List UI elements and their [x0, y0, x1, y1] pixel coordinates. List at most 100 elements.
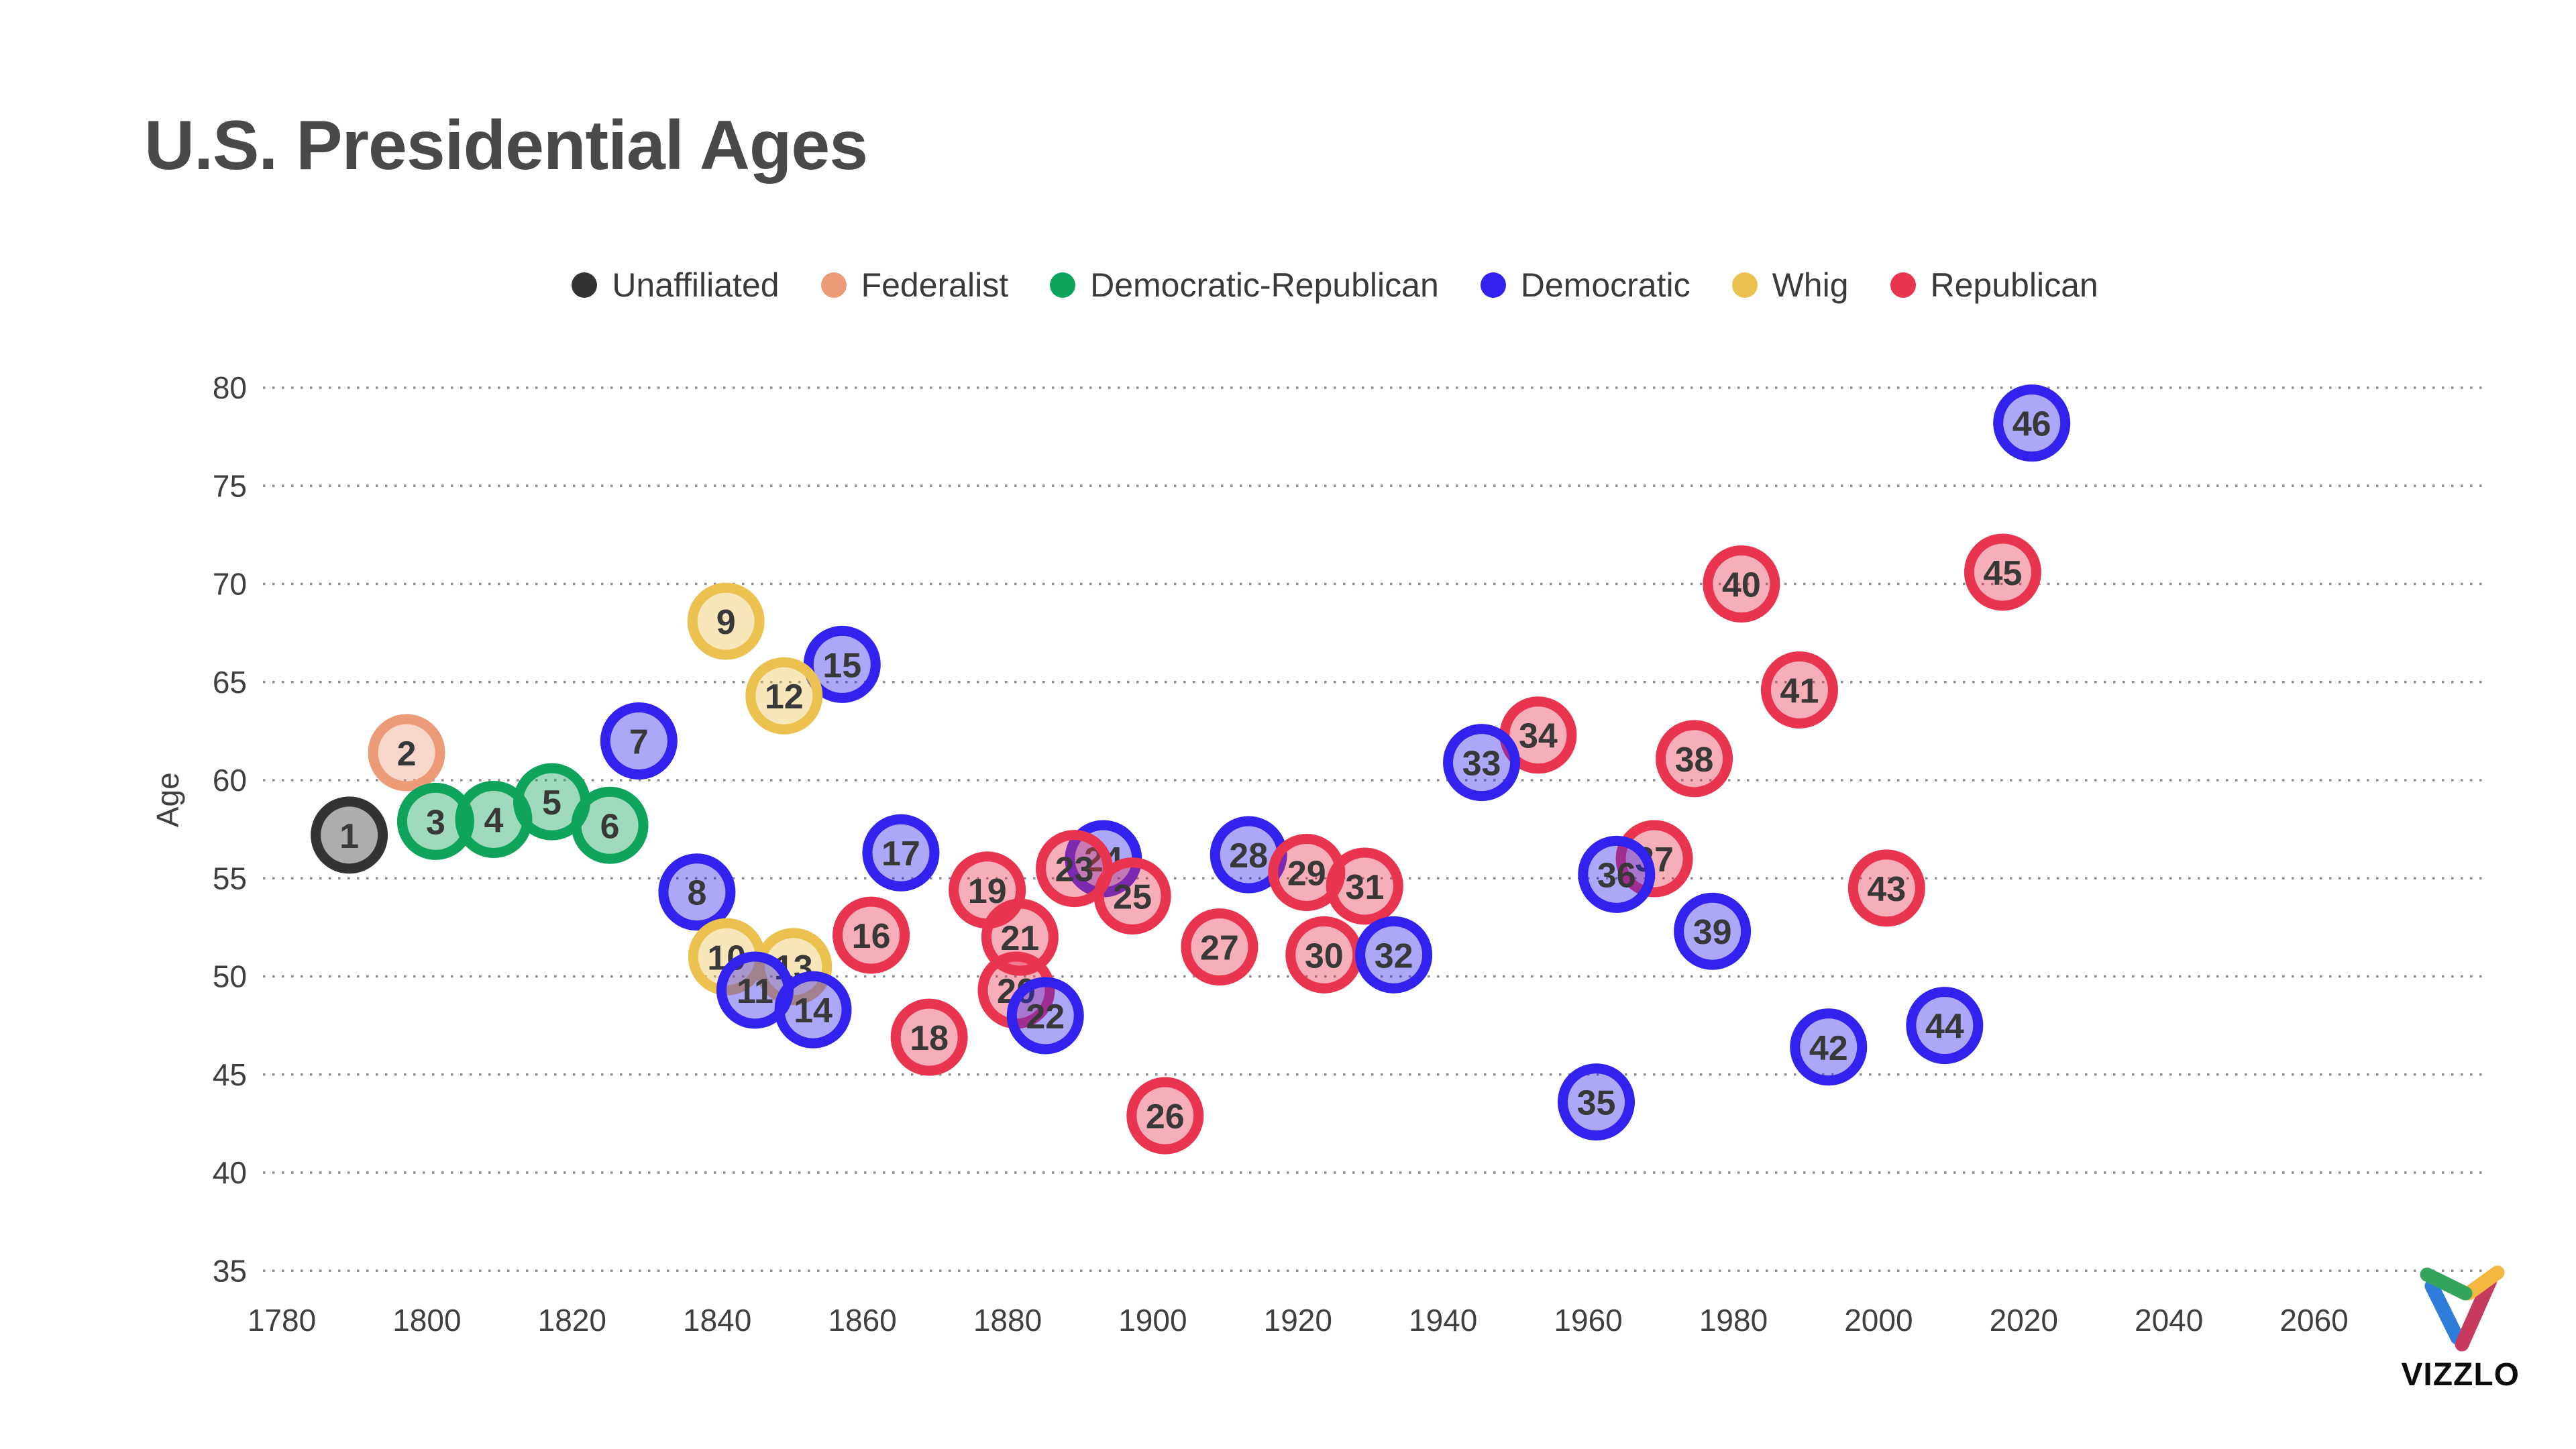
bubble-circle-democratic[interactable] [600, 702, 678, 780]
x-tick-label-1900: 1900 [1118, 1303, 1187, 1338]
president-bubble-45[interactable]: 45 [1964, 533, 2041, 611]
bubble-circle-democratic[interactable] [658, 853, 736, 931]
y-tick-label-65: 65 [213, 665, 247, 700]
bubble-circle-democratic[interactable] [1006, 977, 1084, 1055]
bubble-circle-republican[interactable] [1285, 916, 1363, 994]
vizzlo-wordmark: VIZZLO [2401, 1357, 2520, 1393]
x-tick-label-1820: 1820 [538, 1303, 606, 1338]
president-bubble-38[interactable]: 38 [1656, 720, 1733, 798]
bubble-circle-democratic[interactable] [1355, 916, 1433, 994]
bubble-circle-whig[interactable] [687, 582, 765, 660]
president-bubble-33[interactable]: 33 [1443, 724, 1521, 802]
president-bubble-31[interactable]: 31 [1326, 847, 1403, 925]
bubble-circle-democratic[interactable] [774, 971, 852, 1049]
president-bubble-22[interactable]: 22 [1006, 977, 1084, 1055]
bubble-circle-republican[interactable] [1093, 857, 1171, 935]
president-bubble-36[interactable]: 36 [1578, 835, 1656, 913]
president-bubble-7[interactable]: 7 [600, 702, 678, 780]
bubble-circle-republican[interactable] [1615, 820, 1693, 898]
president-bubble-12[interactable]: 12 [745, 657, 823, 735]
bubble-circle-democratic[interactable] [1790, 1008, 1868, 1086]
bubble-circle-democratic[interactable] [1578, 835, 1656, 913]
bubble-circle-republican[interactable] [1181, 908, 1258, 986]
president-bubble-16[interactable]: 16 [833, 896, 910, 974]
legend-label: Federalist [861, 266, 1009, 304]
bubble-circle-democratic[interactable] [862, 814, 940, 892]
legend-item-unaffiliated[interactable]: Unaffiliated [572, 266, 780, 305]
bubble-circle-republican[interactable] [1656, 720, 1733, 798]
bubble-circle-republican[interactable] [1847, 849, 1925, 927]
x-tick-label-1960: 1960 [1554, 1303, 1622, 1338]
president-bubble-3[interactable]: 3 [396, 782, 474, 860]
president-bubble-32[interactable]: 32 [1355, 916, 1433, 994]
bubble-circle-republican[interactable] [1326, 847, 1403, 925]
president-bubble-2[interactable]: 2 [368, 714, 445, 792]
x-tick-label-1800: 1800 [392, 1303, 461, 1338]
legend-item-federalist[interactable]: Federalist [820, 266, 1009, 305]
president-bubble-35[interactable]: 35 [1558, 1063, 1635, 1141]
bubble-circle-republican[interactable] [1268, 833, 1346, 911]
legend-label: Republican [1930, 266, 2098, 304]
president-bubble-25[interactable]: 25 [1093, 857, 1171, 935]
president-bubble-41[interactable]: 41 [1760, 651, 1838, 729]
bubble-circle-democratic[interactable] [1674, 892, 1752, 970]
bubble-circle-unaffiliated[interactable] [311, 796, 388, 874]
x-tick-label-2060: 2060 [2279, 1303, 2348, 1338]
president-bubble-30[interactable]: 30 [1285, 916, 1363, 994]
x-tick-label-1940: 1940 [1409, 1303, 1477, 1338]
president-bubble-27[interactable]: 27 [1181, 908, 1258, 986]
bubble-circle-democratic[interactable] [1443, 724, 1521, 802]
legend-item-whig[interactable]: Whig [1731, 266, 1849, 305]
y-tick-label-70: 70 [213, 567, 247, 602]
bubble-circle-federalist[interactable] [368, 714, 445, 792]
legend-item-democratic[interactable]: Democratic [1480, 266, 1690, 305]
bubble-circle-republican[interactable] [890, 998, 968, 1076]
y-tick-label-35: 35 [213, 1253, 247, 1288]
y-axis-title: Age [150, 772, 185, 827]
bubble-circle-democratic-republican[interactable] [455, 781, 533, 858]
bubble-circle-republican[interactable] [1760, 651, 1838, 729]
president-bubble-44[interactable]: 44 [1906, 987, 1984, 1065]
president-bubble-18[interactable]: 18 [890, 998, 968, 1076]
legend-dot-republican [1890, 272, 1916, 298]
legend-item-republican[interactable]: Republican [1890, 266, 2098, 305]
president-bubble-46[interactable]: 46 [1993, 384, 2071, 462]
bubble-circle-whig[interactable] [755, 928, 833, 1006]
president-bubble-1[interactable]: 1 [311, 796, 388, 874]
president-bubble-43[interactable]: 43 [1847, 849, 1925, 927]
legend-dot-federalist [820, 272, 847, 298]
president-bubble-26[interactable]: 26 [1126, 1077, 1204, 1155]
x-tick-label-1860: 1860 [828, 1303, 896, 1338]
bubble-circle-democratic-republican[interactable] [396, 782, 474, 860]
y-tick-label-45: 45 [213, 1057, 247, 1092]
president-bubble-8[interactable]: 8 [658, 853, 736, 931]
president-bubble-14[interactable]: 14 [774, 971, 852, 1049]
bubble-circle-democratic[interactable] [1558, 1063, 1635, 1141]
bubble-circle-democratic-republican[interactable] [571, 786, 649, 864]
y-tick-label-60: 60 [213, 763, 247, 798]
president-bubble-42[interactable]: 42 [1790, 1008, 1868, 1086]
bubble-circle-democratic[interactable] [1906, 987, 1984, 1065]
x-tick-label-1840: 1840 [683, 1303, 751, 1338]
president-bubble-39[interactable]: 39 [1674, 892, 1752, 970]
x-tick-label-1980: 1980 [1699, 1303, 1768, 1338]
legend-item-democratic-republican[interactable]: Democratic-Republican [1050, 266, 1439, 305]
y-tick-label-40: 40 [213, 1155, 247, 1190]
bubble-circle-whig[interactable] [745, 657, 823, 735]
president-bubble-17[interactable]: 17 [862, 814, 940, 892]
legend-dot-democratic [1480, 272, 1506, 298]
bubble-circle-republican[interactable] [833, 896, 910, 974]
bubble-circle-republican[interactable] [1964, 533, 2041, 611]
bubble-circle-republican[interactable] [1126, 1077, 1204, 1155]
president-bubble-9[interactable]: 9 [687, 582, 765, 660]
legend-label: Democratic-Republican [1090, 266, 1439, 304]
bubble-circle-republican[interactable] [1703, 545, 1780, 623]
president-bubble-40[interactable]: 40 [1703, 545, 1780, 623]
bubble-circle-democratic[interactable] [803, 625, 881, 703]
legend-dot-democratic-republican [1050, 272, 1076, 298]
president-bubble-6[interactable]: 6 [571, 786, 649, 864]
bubble-circle-democratic[interactable] [1993, 384, 2071, 462]
y-tick-label-80: 80 [213, 370, 247, 405]
